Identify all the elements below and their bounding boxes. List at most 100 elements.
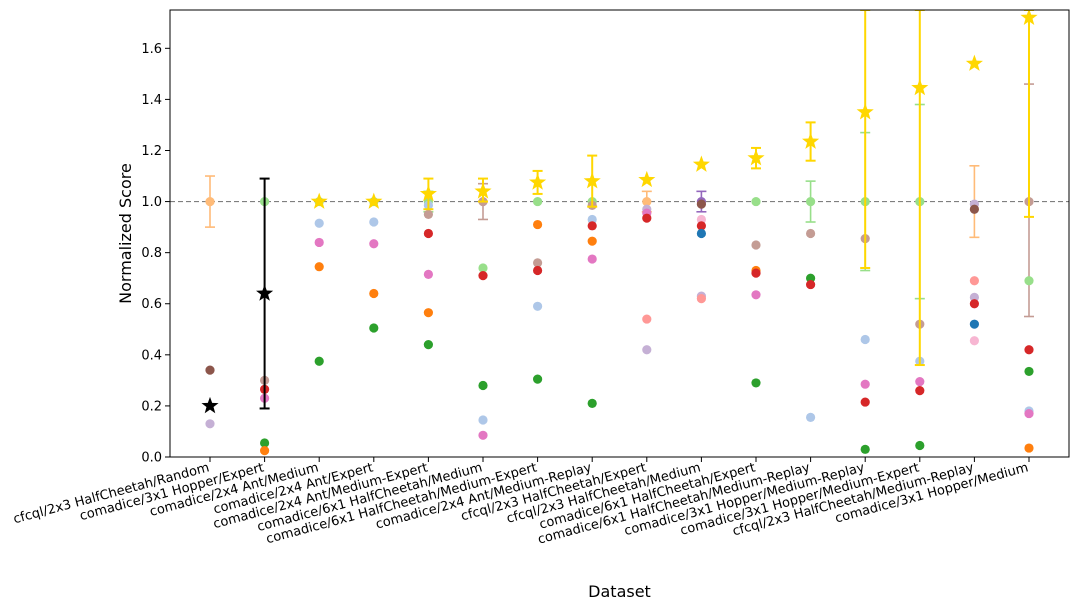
data-point (314, 237, 324, 248)
data-point (751, 196, 761, 207)
data-point (314, 356, 324, 366)
y-tick-label: 0.8 (141, 246, 162, 261)
data-point (587, 398, 597, 408)
data-point (423, 269, 433, 279)
data-point (260, 438, 270, 448)
data-point (642, 196, 652, 207)
data-point (1024, 276, 1034, 286)
star-marker (310, 192, 328, 209)
star-errorbar-15 (1024, 10, 1034, 218)
data-point (969, 292, 980, 302)
data-point (478, 380, 488, 391)
star-marker (474, 182, 492, 199)
star-marker (583, 172, 601, 189)
y-tick-label: 0.2 (141, 399, 162, 414)
data-point (587, 214, 597, 225)
star-marker (802, 132, 820, 149)
y-tick-label: 0.6 (141, 297, 162, 312)
data-point (696, 199, 707, 209)
star-marker (638, 170, 656, 188)
data-point (369, 239, 379, 249)
data-point (696, 214, 707, 225)
plot-area (170, 10, 1069, 456)
data-point (806, 196, 816, 207)
data-point (806, 228, 816, 239)
star-marker (747, 149, 765, 166)
star-marker (692, 155, 710, 172)
star-marker (256, 284, 274, 301)
data-point (860, 444, 870, 454)
data-point (205, 365, 215, 375)
data-point (696, 294, 707, 304)
data-point (642, 314, 652, 324)
data-point (423, 308, 433, 318)
data-point (533, 374, 543, 384)
data-point (369, 217, 379, 227)
data-point (533, 301, 543, 311)
star-marker (365, 192, 383, 209)
data-point (314, 262, 324, 272)
data-point (1024, 443, 1034, 453)
data-point (806, 412, 816, 423)
star-errorbar-12 (860, 10, 871, 269)
data-point (369, 323, 379, 333)
data-point (860, 397, 870, 407)
y-axis-title: Normalized Score (116, 163, 135, 304)
data-point (478, 263, 488, 273)
y-tick-label: 1.2 (141, 144, 162, 159)
star-marker (201, 396, 219, 414)
data-point (751, 240, 761, 250)
data-point (533, 196, 543, 207)
plot-frame (169, 9, 1070, 458)
data-point (915, 385, 925, 396)
data-point (969, 299, 980, 309)
data-point (751, 268, 761, 278)
y-tick-label: 1.4 (141, 93, 162, 108)
data-point (533, 265, 543, 276)
data-point (260, 446, 270, 456)
data-point (806, 279, 816, 290)
data-point (751, 378, 761, 388)
data-point (696, 221, 707, 231)
data-point (1024, 366, 1034, 377)
star-marker (419, 184, 437, 202)
data-point (806, 273, 816, 283)
data-point (423, 209, 433, 219)
data-point (369, 288, 379, 299)
y-tick-label: 1.0 (141, 195, 162, 210)
data-point (205, 419, 215, 429)
data-point (969, 204, 980, 214)
data-point (969, 319, 980, 329)
data-point (478, 271, 488, 281)
y-tick-label: 0.0 (141, 451, 162, 466)
x-axis-title: Dataset (588, 582, 651, 601)
data-point (205, 196, 215, 207)
data-point (314, 218, 324, 228)
data-point (1024, 408, 1034, 419)
data-point (642, 213, 652, 223)
data-point (751, 290, 761, 300)
data-point (423, 228, 433, 239)
star-marker (911, 78, 929, 96)
data-point (1024, 345, 1034, 355)
star-marker (856, 103, 874, 120)
data-point (423, 340, 433, 350)
data-point (860, 379, 870, 389)
data-point (915, 440, 925, 451)
data-point (478, 415, 488, 425)
data-point (860, 334, 870, 345)
data-point (969, 336, 980, 346)
star-marker (1020, 10, 1038, 25)
star-errorbar-13 (914, 10, 925, 367)
data-point (969, 276, 980, 286)
data-point (533, 258, 543, 268)
data-point (696, 228, 707, 239)
data-point (587, 221, 597, 231)
data-point (587, 236, 597, 246)
data-point (533, 219, 543, 230)
star-marker (965, 54, 983, 71)
y-tick-label: 0.4 (141, 348, 162, 363)
y-tick-label: 1.6 (141, 42, 162, 57)
star-marker (529, 173, 547, 190)
